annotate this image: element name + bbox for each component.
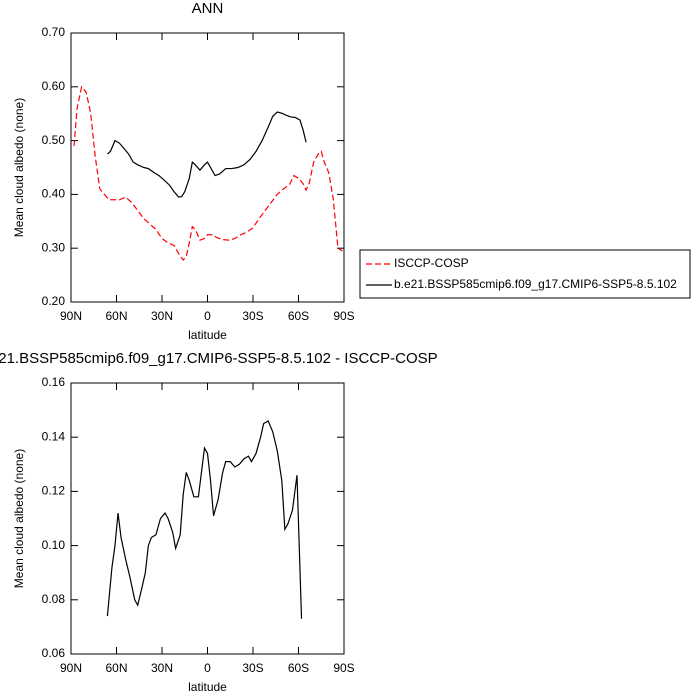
y-tick-label: 0.70 [42, 25, 66, 39]
legend-box [359, 249, 691, 299]
x-tick-label: 30S [242, 309, 263, 323]
x-axis-label: latitude [188, 328, 227, 342]
x-tick-label: 90S [333, 661, 354, 675]
y-tick-label: 0.30 [42, 240, 66, 254]
chart-title: b.e21.BSSP585cmip6.f09_g17.CMIP6-SSP5-8.… [0, 350, 438, 367]
y-tick-label: 0.12 [42, 484, 66, 498]
x-tick-label: 90S [333, 309, 354, 323]
data-line [107, 111, 307, 198]
plot-frame [70, 382, 345, 655]
y-tick-label: 0.60 [42, 79, 66, 93]
y-tick-label: 0.16 [42, 375, 66, 389]
y-tick-label: 0.14 [42, 429, 66, 443]
x-tick-label: 30S [242, 661, 263, 675]
y-tick-label: 0.08 [42, 592, 66, 606]
y-tick-label: 0.40 [42, 187, 66, 201]
x-axis-label: latitude [188, 680, 227, 694]
y-tick-label: 0.50 [42, 133, 66, 147]
x-tick-label: 60S [288, 309, 309, 323]
x-tick-label: 0 [204, 309, 211, 323]
x-tick-label: 60S [288, 661, 309, 675]
y-axis-label: Mean cloud albedo (none) [12, 98, 26, 237]
x-tick-label: 90N [60, 309, 82, 323]
legend-label: b.e21.BSSP585cmip6.f09_g17.CMIP6-SSP5-8.… [394, 277, 677, 291]
y-tick-label: 0.10 [42, 538, 66, 552]
y-tick-label: 0.06 [42, 646, 66, 660]
x-tick-label: 30N [151, 309, 173, 323]
data-line [73, 85, 343, 262]
data-line [106, 420, 303, 619]
y-tick-label: 0.20 [42, 294, 66, 308]
x-tick-label: 60N [105, 661, 127, 675]
y-axis-label: Mean cloud albedo (none) [12, 449, 26, 588]
chart-title: ANN [192, 0, 224, 17]
x-tick-label: 30N [151, 661, 173, 675]
x-tick-label: 0 [204, 661, 211, 675]
plot-frame [70, 32, 345, 303]
x-tick-label: 60N [105, 309, 127, 323]
legend-label: ISCCP-COSP [394, 256, 469, 270]
x-tick-label: 90N [60, 661, 82, 675]
